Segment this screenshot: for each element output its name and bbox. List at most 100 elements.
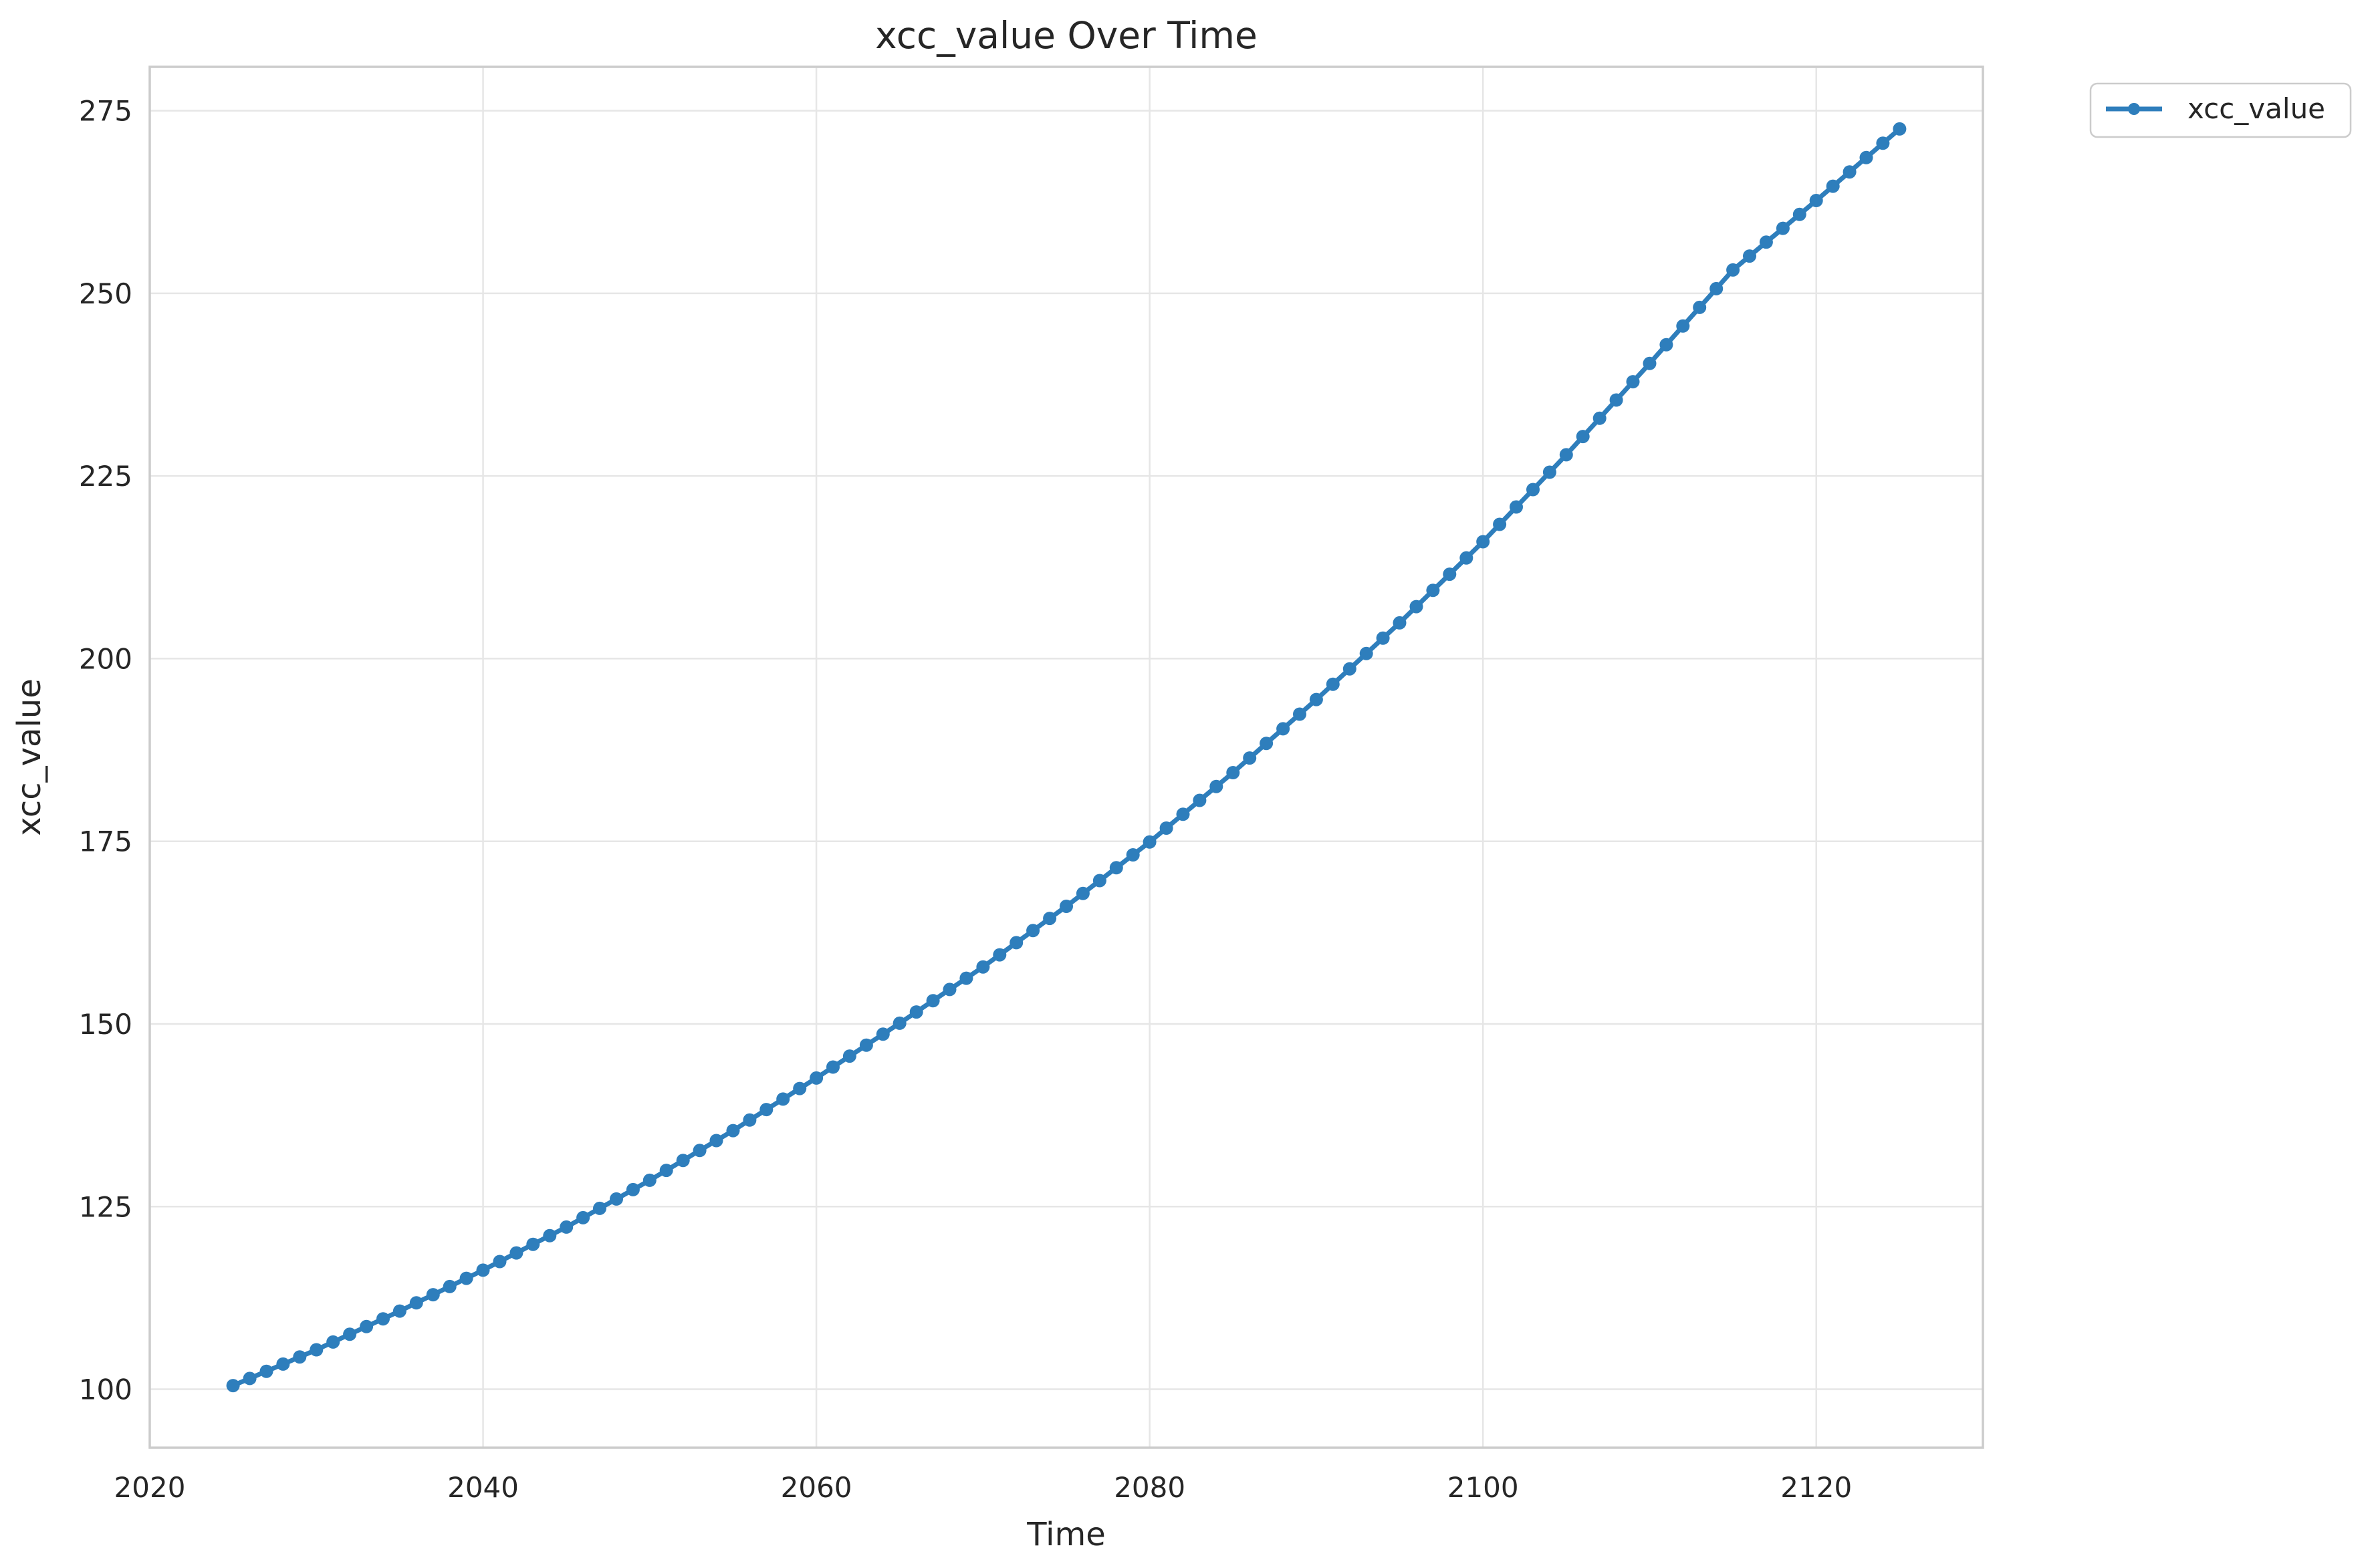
series-point (360, 1319, 374, 1333)
series-point (793, 1081, 807, 1095)
series-point (1126, 848, 1140, 862)
series-point (1859, 150, 1873, 164)
y-tick-label: 150 (79, 1008, 132, 1041)
series-point (976, 960, 990, 974)
series-point (1743, 249, 1756, 263)
series-point (1376, 631, 1390, 645)
x-tick-label: 2120 (1780, 1471, 1852, 1504)
series-point (1293, 707, 1306, 721)
series-point (743, 1113, 757, 1127)
series-point (726, 1124, 740, 1138)
series-point (1060, 900, 1073, 913)
series-point (1559, 448, 1573, 462)
series-point (1693, 300, 1707, 314)
series-point (310, 1343, 324, 1357)
series-point (392, 1304, 406, 1318)
y-tick-label: 125 (79, 1190, 132, 1223)
series-point (659, 1164, 673, 1178)
series-point (909, 1005, 923, 1019)
plot-area (148, 66, 1984, 1449)
series-point (709, 1134, 723, 1148)
series-point (576, 1210, 590, 1224)
series-point (409, 1296, 423, 1310)
series-point (509, 1246, 523, 1260)
series-point (1476, 535, 1490, 549)
series-point (1726, 263, 1740, 277)
series-point (1759, 235, 1773, 249)
series-point (226, 1379, 240, 1393)
series-point (560, 1220, 574, 1234)
y-tick-label: 225 (79, 460, 132, 493)
series-point (1592, 411, 1607, 425)
series-point (993, 948, 1007, 962)
x-tick-label: 2060 (781, 1471, 852, 1504)
y-axis-title: xcc_value (11, 678, 48, 835)
series-point (1143, 835, 1157, 849)
series-point (1576, 430, 1590, 444)
series-point (1043, 912, 1057, 926)
series-point (1510, 500, 1523, 514)
chart-title: xcc_value Over Time (875, 14, 1258, 57)
series-point (1309, 692, 1323, 706)
legend-label: xcc_value (2187, 92, 2325, 125)
series-point (1393, 616, 1407, 630)
series-point (810, 1071, 824, 1085)
series-point (943, 983, 957, 997)
series-point (1010, 936, 1024, 950)
x-axis-ticks: 2020 2040 2060 2080 2100 2120 (114, 1471, 1853, 1504)
series-point (1809, 194, 1823, 207)
series-point (1243, 751, 1257, 765)
series-point (1459, 551, 1473, 565)
legend-marker (2128, 103, 2140, 115)
series-point (326, 1335, 340, 1349)
y-axis-ticks: 100 125 150 175 200 225 250 275 (79, 95, 132, 1406)
series-point (1826, 179, 1840, 193)
series-point (526, 1237, 540, 1251)
series-point (1526, 483, 1540, 497)
series-point (1092, 874, 1106, 888)
series-point (1409, 600, 1423, 614)
y-tick-label: 200 (79, 642, 132, 675)
series-point (859, 1038, 873, 1052)
series-point (1276, 722, 1290, 736)
series-point (1260, 737, 1274, 751)
series-point (1359, 646, 1373, 660)
series-point (1609, 393, 1623, 407)
x-tick-label: 2040 (447, 1471, 519, 1504)
y-tick-label: 250 (79, 277, 132, 310)
series-point (1226, 766, 1240, 779)
legend-box (2089, 82, 2352, 138)
series-point (376, 1312, 390, 1326)
series-point (593, 1201, 606, 1215)
series-point (926, 994, 940, 1008)
series-point (776, 1092, 790, 1106)
series-point (1443, 567, 1457, 581)
x-tick-label: 2100 (1447, 1471, 1519, 1504)
series-point (1876, 136, 1890, 150)
series-point (1659, 338, 1673, 352)
series-point (1493, 517, 1507, 531)
series-point (1176, 807, 1190, 821)
series-point (1076, 886, 1090, 900)
series-point (1342, 662, 1356, 676)
series-point (343, 1327, 357, 1341)
y-tick-label: 275 (79, 95, 132, 128)
series-point (1193, 793, 1207, 807)
series-point (1843, 165, 1857, 179)
series-point (459, 1271, 473, 1285)
series-point (1159, 821, 1173, 835)
series-point (543, 1228, 557, 1243)
series-point (1542, 465, 1556, 479)
grid (148, 67, 1983, 1448)
series-point (1109, 861, 1123, 875)
series-point (842, 1049, 856, 1063)
series-point (276, 1357, 290, 1371)
x-tick-label: 2020 (114, 1471, 186, 1504)
series-point (1893, 122, 1907, 136)
x-axis-title: Time (1026, 1516, 1105, 1553)
series-point (426, 1288, 440, 1302)
series-point (493, 1255, 507, 1269)
x-tick-label: 2080 (1114, 1471, 1185, 1504)
series-point (1026, 924, 1040, 938)
